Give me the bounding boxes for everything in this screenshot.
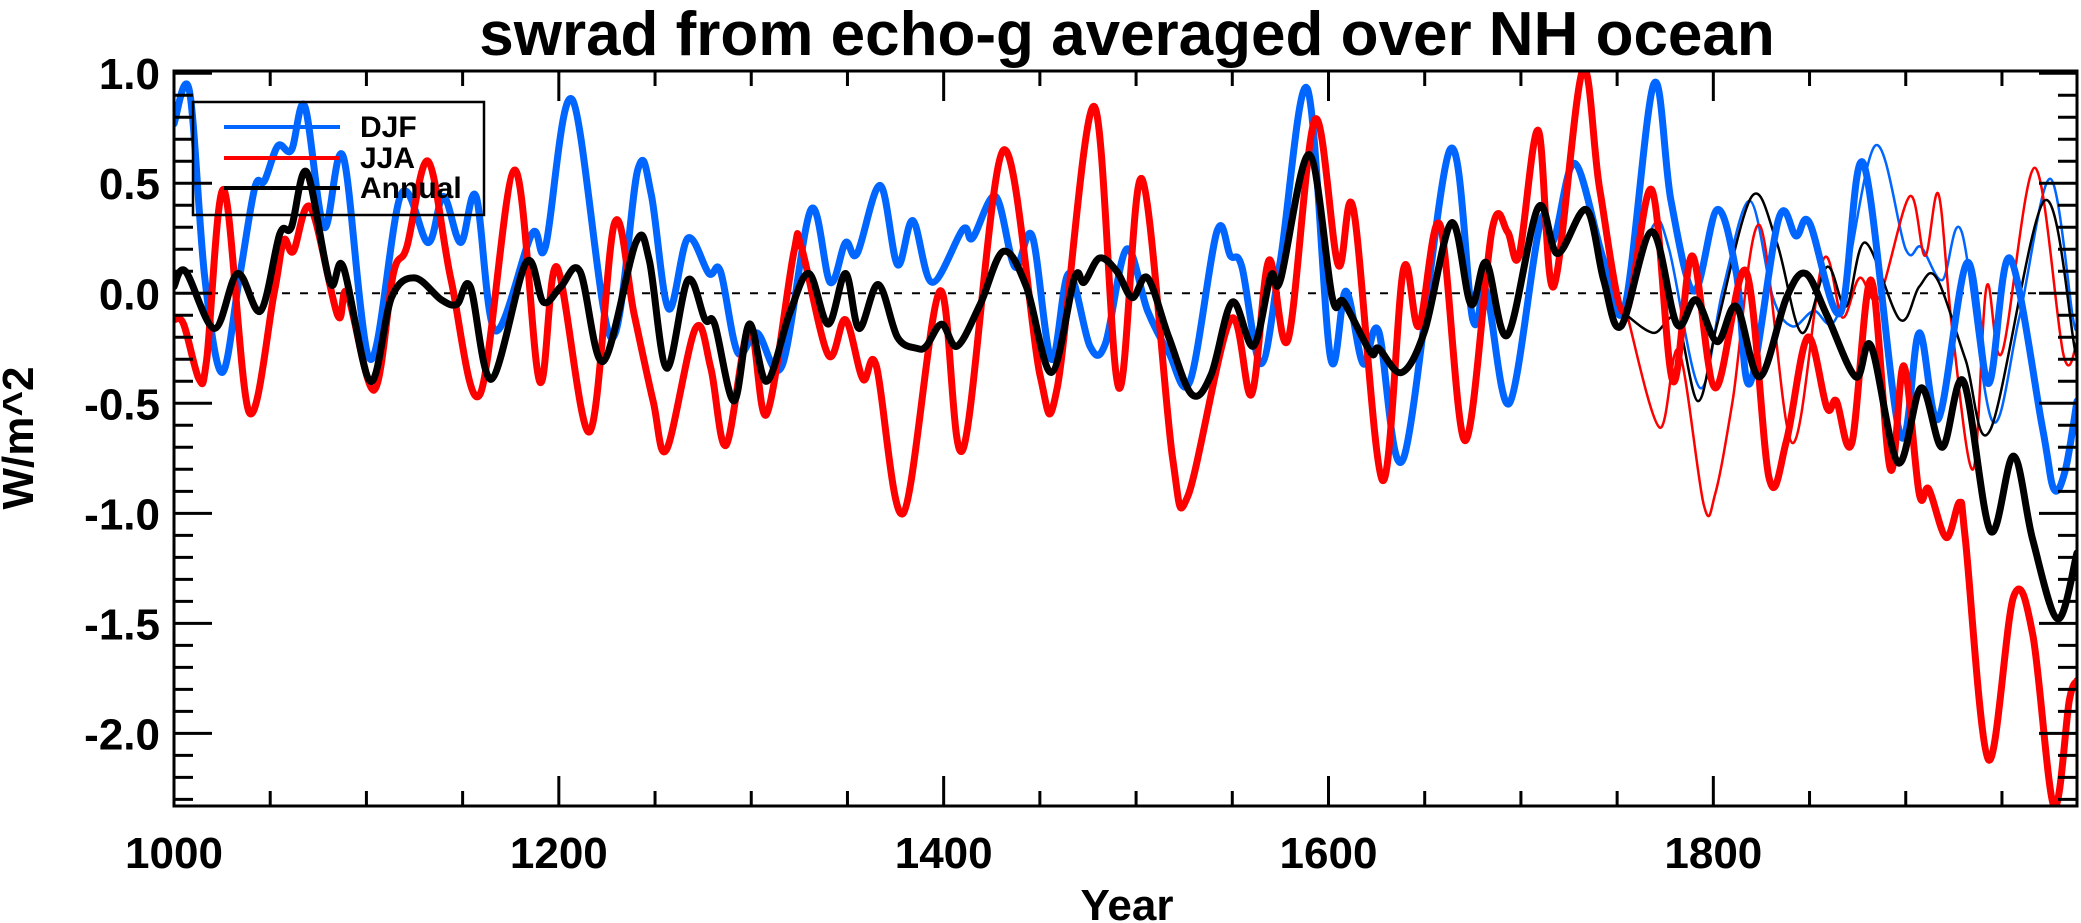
x-tick-label: 1200 — [510, 829, 608, 878]
y-tick-label: -1.5 — [84, 600, 160, 649]
y-tick-label: 0.0 — [99, 270, 160, 319]
x-tick-label: 1600 — [1280, 829, 1378, 878]
legend-label-djf: DJF — [360, 111, 417, 144]
x-tick-label: 1800 — [1664, 829, 1762, 878]
series-line-annual — [174, 151, 2077, 623]
legend: DJF JJA Annual — [191, 100, 486, 217]
y-tick-labels: 1.0 0.5 0.0 -0.5 -1.0 -1.5 -2.0 — [84, 50, 160, 759]
x-tick-label: 1400 — [895, 829, 993, 878]
y-axis-label: W/m^2 — [0, 366, 43, 509]
legend-label-annual: Annual — [360, 172, 462, 205]
series-group — [174, 71, 2077, 806]
x-tick-labels: 1000 1200 1400 1600 1800 — [125, 829, 1762, 878]
y-tick-label: -2.0 — [84, 710, 160, 759]
series-line-annual-thin — [1625, 192, 2077, 437]
series-line-jja — [174, 71, 2077, 806]
x-tick-label: 1000 — [125, 829, 223, 878]
axis-ticks — [172, 71, 2077, 806]
series-line-djf — [174, 78, 2077, 495]
plot-frame — [172, 69, 2079, 808]
x-axis-label: Year — [1081, 881, 1174, 923]
y-tick-label: 1.0 — [99, 50, 160, 99]
y-tick-label: -1.0 — [84, 490, 160, 539]
y-tick-label: 0.5 — [99, 160, 160, 209]
y-tick-label: -0.5 — [84, 380, 160, 429]
legend-box — [191, 100, 486, 217]
legend-label-jja: JJA — [360, 142, 415, 175]
chart-title: swrad from echo-g averaged over NH ocean — [479, 0, 1775, 69]
